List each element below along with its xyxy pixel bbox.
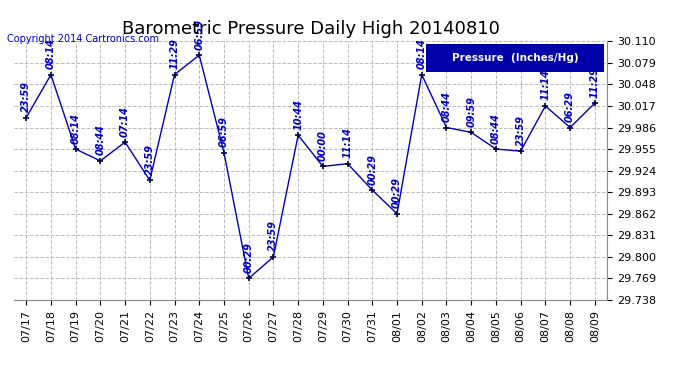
Text: 08:14: 08:14 [70, 112, 81, 144]
Text: 11:14: 11:14 [343, 127, 353, 158]
Title: Barometric Pressure Daily High 20140810: Barometric Pressure Daily High 20140810 [121, 20, 500, 38]
Text: 23:59: 23:59 [21, 81, 31, 112]
Text: 06:59: 06:59 [219, 116, 229, 147]
Text: 11:14: 11:14 [540, 69, 551, 100]
Text: 07:14: 07:14 [120, 106, 130, 136]
Text: 00:00: 00:00 [318, 130, 328, 161]
Text: 23:59: 23:59 [515, 115, 526, 146]
Text: 09:59: 09:59 [466, 96, 476, 127]
Text: 08:14: 08:14 [417, 38, 426, 69]
Text: 08:14: 08:14 [46, 38, 56, 69]
Text: 11:29: 11:29 [590, 67, 600, 98]
Text: 00:29: 00:29 [392, 177, 402, 208]
Text: 08:44: 08:44 [442, 91, 451, 122]
Text: 00:29: 00:29 [244, 242, 254, 273]
Text: 08:44: 08:44 [491, 112, 501, 144]
Text: 23:59: 23:59 [145, 144, 155, 175]
Text: 08:44: 08:44 [95, 124, 106, 155]
Text: 11:29: 11:29 [170, 38, 179, 69]
Text: Copyright 2014 Cartronics.com: Copyright 2014 Cartronics.com [7, 34, 159, 44]
Text: 06:59: 06:59 [195, 19, 204, 50]
Text: 00:29: 00:29 [367, 154, 377, 184]
Text: 23:59: 23:59 [268, 220, 278, 251]
Text: 06:29: 06:29 [565, 91, 575, 122]
Text: 10:44: 10:44 [293, 99, 303, 130]
